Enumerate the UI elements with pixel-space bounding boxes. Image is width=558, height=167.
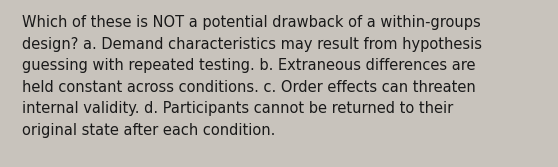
Text: design? a. Demand characteristics may result from hypothesis: design? a. Demand characteristics may re… [22, 37, 482, 51]
Text: original state after each condition.: original state after each condition. [22, 123, 276, 137]
Text: held constant across conditions. c. Order effects can threaten: held constant across conditions. c. Orde… [22, 79, 476, 95]
Text: Which of these is NOT a potential drawback of a within-groups: Which of these is NOT a potential drawba… [22, 15, 481, 30]
Text: internal validity. d. Participants cannot be returned to their: internal validity. d. Participants canno… [22, 101, 453, 116]
Text: guessing with repeated testing. b. Extraneous differences are: guessing with repeated testing. b. Extra… [22, 58, 475, 73]
